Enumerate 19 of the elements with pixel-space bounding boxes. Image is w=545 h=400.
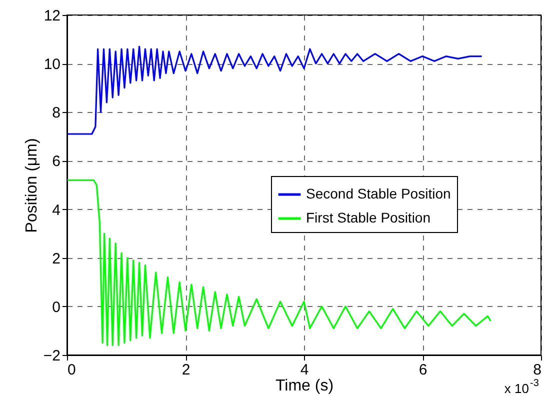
x-tick-label: 6	[418, 362, 428, 378]
x-axis-title: Time (s)	[275, 378, 334, 394]
y-axis-title: Position (μm)	[23, 138, 40, 233]
y-tick-label: 12	[44, 8, 60, 24]
y-tick-label: 4	[52, 202, 60, 219]
y-tick-label: 6	[52, 153, 60, 170]
y-tick-label: 8	[52, 104, 60, 122]
y-tick-label: −2	[43, 348, 60, 364]
x-tick-label: 4	[300, 362, 309, 378]
line-series	[66, 46, 483, 135]
y-tick-label: 0	[52, 298, 60, 316]
line-series	[66, 179, 492, 346]
y-tick-label: 10	[44, 56, 60, 74]
x-tick-label: 2	[182, 362, 190, 378]
x-tick-label: 0	[68, 362, 76, 378]
x-tick-label: 8	[533, 362, 542, 378]
y-tick-label: 2	[52, 250, 60, 268]
legend-label: Second Stable Position	[306, 186, 451, 202]
legend-label: First Stable Position	[306, 210, 430, 226]
